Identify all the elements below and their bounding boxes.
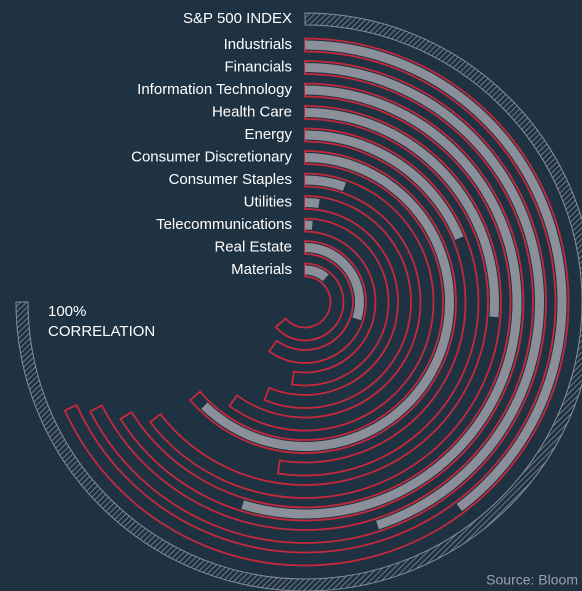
bar: [201, 153, 454, 451]
bar: [305, 175, 346, 191]
category-label: Materials: [231, 261, 292, 278]
bar-outline: [274, 262, 345, 342]
category-label: Information Technology: [137, 81, 292, 98]
bar-outline: [89, 60, 547, 544]
bar-outline: [263, 195, 412, 409]
bar-outline: [119, 82, 525, 522]
category-label: Energy: [244, 126, 292, 143]
category-label: Consumer Discretionary: [131, 148, 292, 165]
category-label: Telecommunications: [156, 216, 292, 233]
bar-outline: [148, 105, 502, 499]
bar: [305, 198, 320, 208]
bar-outline: [267, 240, 367, 364]
bar: [305, 220, 313, 230]
category-label: Consumer Staples: [169, 171, 292, 188]
category-label: Financials: [224, 58, 292, 75]
bar-outline: [290, 217, 390, 387]
bar: [305, 243, 364, 321]
category-label: Utilities: [244, 193, 292, 210]
bar: [305, 265, 329, 282]
bar-outline: [228, 172, 435, 432]
bar-outline: [188, 150, 457, 454]
annotation: 100%: [48, 303, 86, 320]
category-label: Health Care: [212, 103, 292, 120]
bar-outline: [276, 127, 480, 477]
annotation: CORRELATION: [48, 323, 155, 340]
category-label: Industrials: [224, 36, 292, 53]
source: Source: Bloom: [486, 572, 578, 588]
bar: [305, 130, 464, 240]
category-label: Real Estate: [214, 238, 292, 255]
index-label: S&P 500 INDEX: [183, 10, 292, 27]
bar-outline: [63, 37, 570, 567]
